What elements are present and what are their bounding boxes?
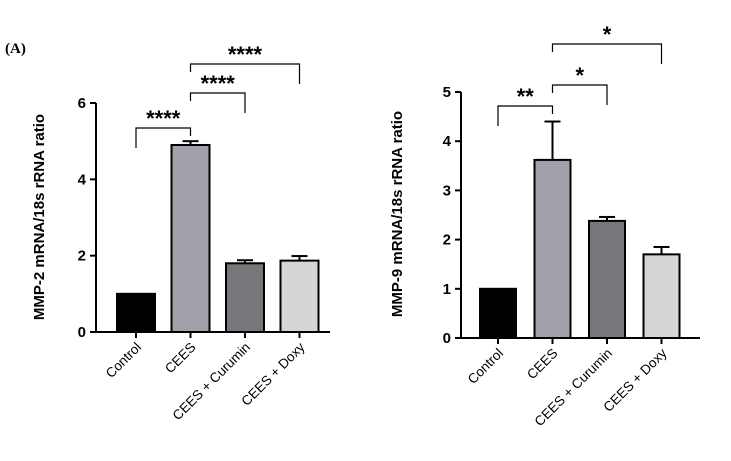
bar-cees-curumin	[225, 262, 265, 333]
significance-bracket	[189, 63, 301, 84]
y-axis-title: MMP-2 mRNA/18s rRNA ratio	[31, 114, 48, 320]
y-tick-label: 6	[78, 95, 86, 112]
significance-bracket	[497, 105, 554, 126]
y-tick-label: 4	[443, 133, 452, 150]
bar-cees	[170, 143, 211, 333]
significance-bracket	[551, 43, 663, 64]
y-tick-label: 0	[443, 330, 451, 347]
x-tick-label: Control	[465, 346, 506, 387]
y-tick-label: 4	[78, 171, 87, 188]
y-tick-label: 1	[443, 281, 451, 298]
significance-label: *	[575, 63, 584, 88]
significance-bracket	[551, 84, 608, 105]
bar-cees	[533, 158, 572, 339]
y-tick-label: 0	[78, 324, 86, 341]
panel-label: (A)	[5, 41, 26, 57]
y-axis-title: MMP-9 mRNA/18s rRNA ratio	[389, 111, 406, 317]
bar-control	[479, 287, 517, 339]
bar-cees-doxy	[642, 253, 681, 339]
significance-label: ****	[201, 71, 236, 96]
significance-bracket	[135, 127, 192, 148]
significance-label: ****	[146, 106, 181, 131]
significance-label: **	[517, 84, 535, 109]
y-tick-label: 2	[443, 232, 451, 249]
significance-label: *	[603, 22, 612, 47]
x-tick-label: CEES	[524, 346, 561, 383]
y-tick-label: 2	[78, 248, 86, 265]
bar-cees-curumin	[588, 219, 626, 340]
mmp9-chart: 0 1 2 3 4 5 MMP-9 mRNA/18s rRNA ratio Control CE…	[389, 22, 700, 429]
x-tick-label: CEES	[162, 340, 199, 377]
significance-label: ****	[228, 42, 263, 67]
mmp2-chart: 0 2 4 6 MMP-2 mRNA/18s rRNA ratio Control CEES…	[31, 42, 330, 423]
y-tick-label: 5	[443, 84, 451, 101]
bar-cees-doxy	[279, 259, 320, 333]
significance-bracket	[189, 92, 246, 113]
y-tick-label: 3	[443, 182, 451, 199]
x-tick-label: Control	[103, 340, 144, 381]
bar-control	[116, 292, 156, 334]
